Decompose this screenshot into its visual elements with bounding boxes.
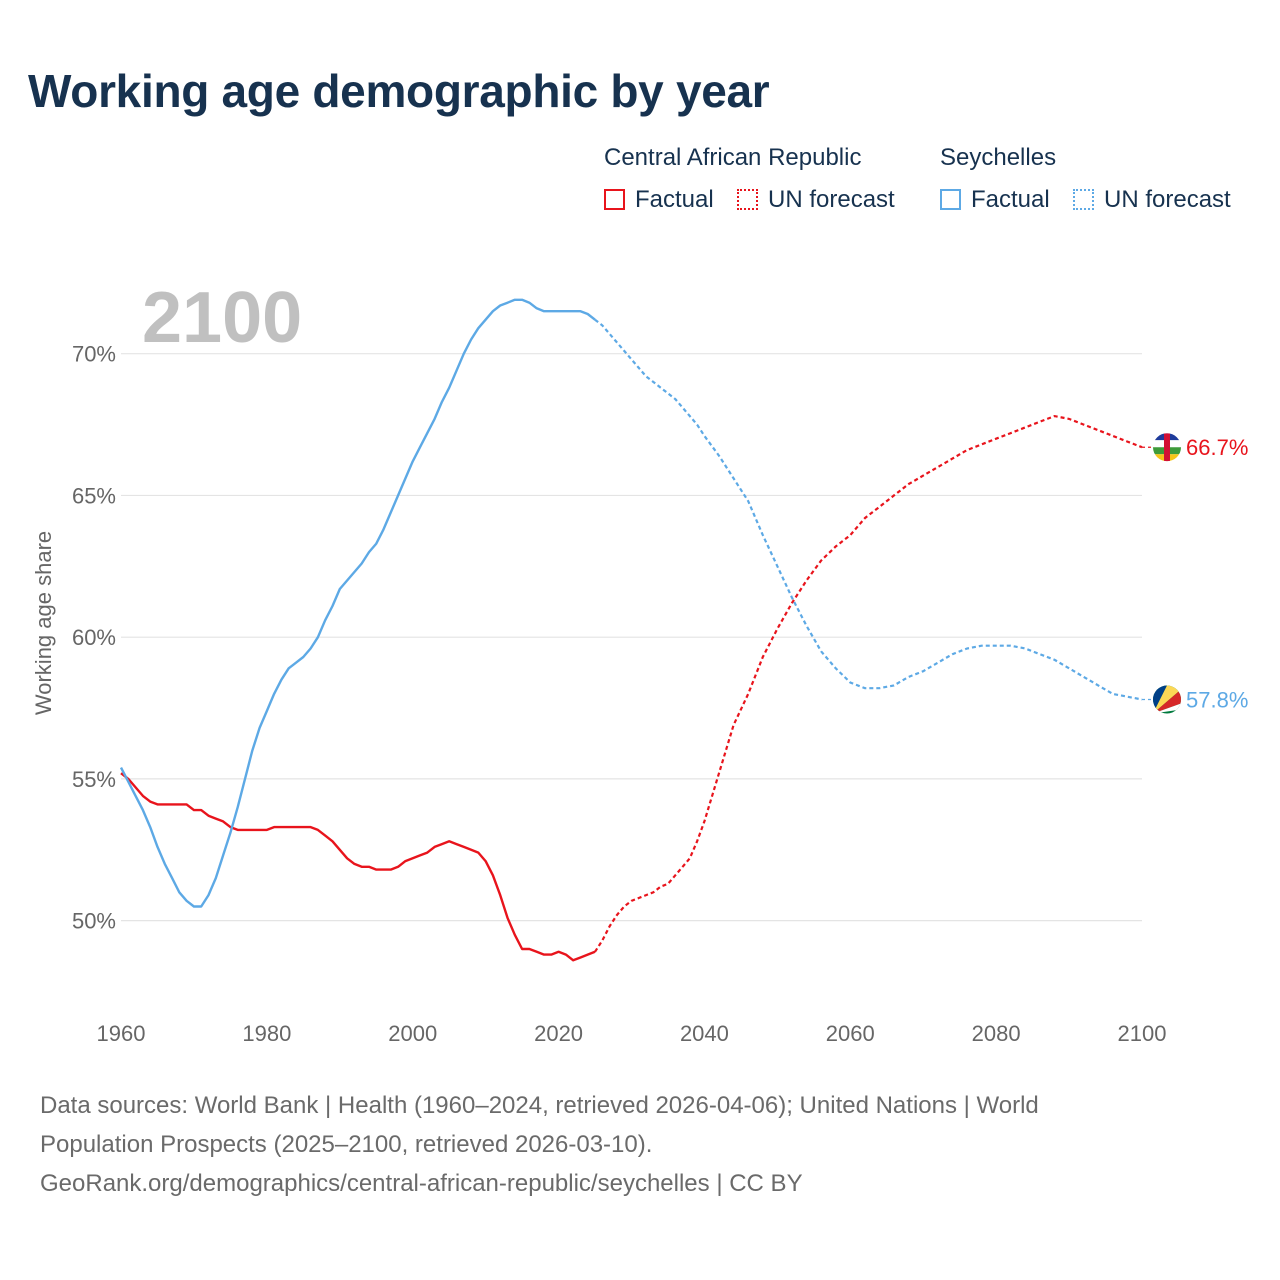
x-tick-label: 2080: [972, 1021, 1021, 1046]
legend-label: Factual: [971, 186, 1050, 213]
y-tick-label: 50%: [72, 909, 116, 934]
series-line-factual-central-african-republic[interactable]: [120, 772, 596, 962]
legend-swatch-solid-blue: [940, 189, 961, 210]
legend-label: UN forecast: [1104, 186, 1231, 213]
source-line-2: Population Prospects (2025–2100, retriev…: [40, 1131, 653, 1158]
legend-swatch-dotted-red: [737, 189, 758, 210]
legend-label: Factual: [635, 186, 714, 213]
gridlines: [121, 353, 1142, 922]
source-note: Data sources: World Bank | Health (1960–…: [40, 1086, 1240, 1203]
series-line-forecast-seychelles[interactable]: [594, 318, 1143, 701]
legend-swatch-dotted-blue: [1073, 189, 1094, 210]
source-line-1: Data sources: World Bank | Health (1960–…: [40, 1092, 1039, 1119]
series-layer: [119, 298, 1153, 962]
y-tick-label: 70%: [72, 342, 116, 367]
end-label-central-african-republic: 66.7%: [1186, 435, 1248, 460]
y-tick-label: 65%: [72, 483, 116, 508]
y-tick-label: 60%: [72, 625, 116, 650]
x-tick-label: 2060: [826, 1021, 875, 1046]
x-tick-label: 1980: [242, 1021, 291, 1046]
x-tick-label: 1960: [97, 1021, 146, 1046]
source-line-3[interactable]: GeoRank.org/demographics/central-african…: [40, 1170, 803, 1197]
legend-group-car: Central African Republic: [604, 144, 862, 171]
x-tick-label: 2000: [388, 1021, 437, 1046]
x-axis: 1960 1980 2000 2020 2040 2060 2080 2100: [97, 1021, 1167, 1046]
seychelles-flag-icon: [1153, 685, 1181, 714]
y-axis-label: Working age share: [31, 531, 56, 715]
current-year-label: 2100: [142, 278, 302, 358]
legend-group-seychelles: Seychelles: [940, 144, 1057, 171]
end-label-seychelles: 57.8%: [1186, 688, 1248, 713]
legend-label: UN forecast: [768, 186, 895, 213]
x-tick-label: 2020: [534, 1021, 583, 1046]
chart-title: Working age demographic by year: [28, 65, 770, 117]
x-tick-label: 2040: [680, 1021, 729, 1046]
line-chart: 2100 50% 55% 60% 65% 70% 1960 1980 2000 2020 204…: [31, 278, 1248, 1046]
y-axis: 50% 55% 60% 65% 70%: [72, 342, 116, 934]
x-tick-label: 2100: [1118, 1021, 1167, 1046]
series-line-forecast-central-african-republic[interactable]: [594, 414, 1143, 953]
series-line-factual-seychelles[interactable]: [119, 298, 596, 908]
central-african-republic-flag-icon: [1153, 433, 1181, 462]
y-tick-label: 55%: [72, 767, 116, 792]
legend-swatch-solid-red: [604, 189, 625, 210]
